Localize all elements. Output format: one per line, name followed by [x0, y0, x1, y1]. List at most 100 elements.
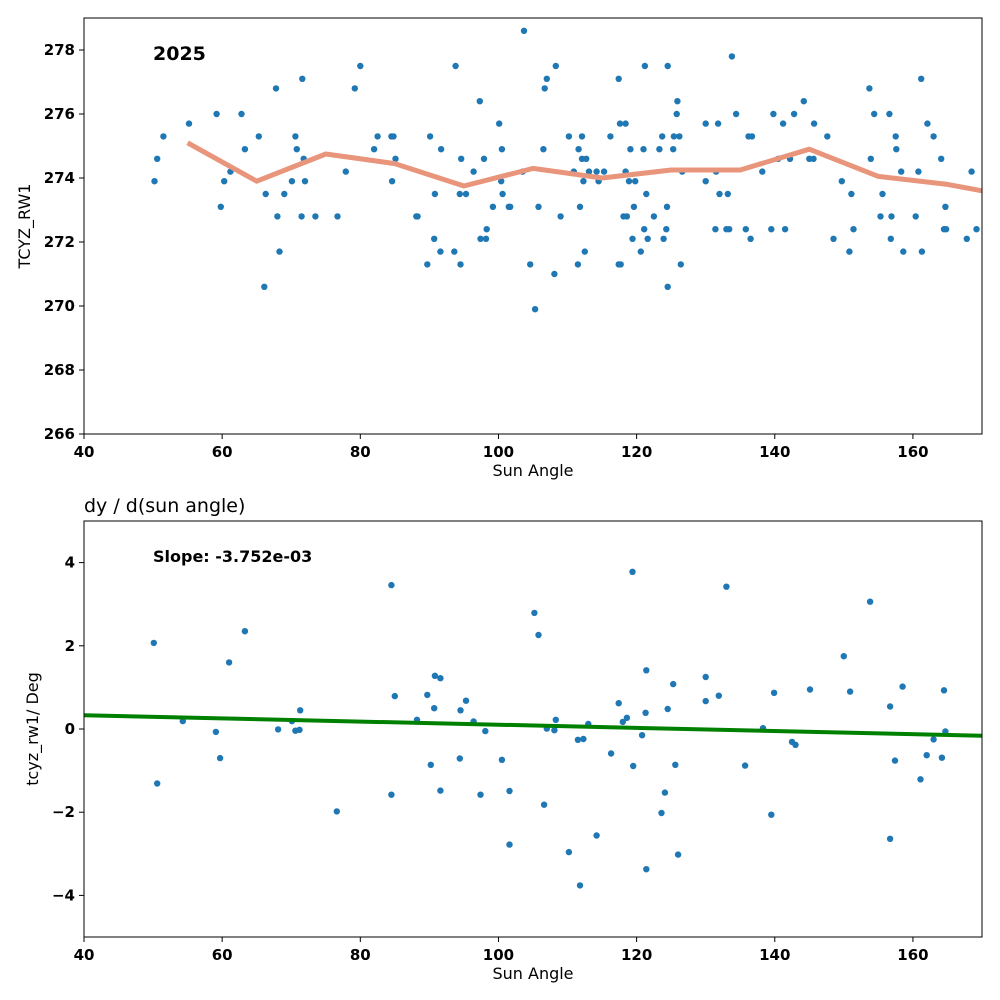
bottom-data-point — [886, 835, 894, 842]
top-data-point — [414, 213, 421, 220]
top-data-point — [918, 75, 925, 83]
bottom-data-point — [482, 727, 489, 735]
bottom-data-point — [424, 691, 431, 699]
top-x-tick-label: 100 — [483, 443, 514, 461]
bottom-y-tick-label: 0 — [65, 720, 75, 738]
bottom-data-point — [437, 675, 444, 682]
bottom-data-point — [593, 832, 600, 839]
bottom-data-point — [658, 809, 665, 817]
top-data-point — [154, 155, 161, 162]
bottom-data-point — [574, 736, 582, 743]
top-data-point — [641, 62, 649, 70]
top-data-point — [623, 213, 631, 220]
top-data-point — [630, 203, 638, 210]
top-annotation: 2025 — [153, 43, 206, 65]
top-data-point — [312, 213, 319, 220]
top-data-point — [334, 213, 341, 220]
bottom-data-point — [216, 754, 224, 762]
top-x-tick-label: 120 — [621, 443, 652, 461]
bottom-data-point — [661, 789, 669, 796]
bottom-data-point — [457, 707, 464, 714]
top-marks — [151, 27, 982, 313]
bottom-data-point — [388, 581, 395, 589]
bottom-marks — [84, 568, 982, 889]
top-data-point — [241, 146, 249, 153]
top-data-point — [810, 120, 818, 127]
bottom-data-point — [741, 762, 749, 769]
top-data-point — [824, 133, 831, 140]
top-data-point — [726, 226, 733, 233]
bottom-data-point — [643, 667, 650, 674]
bottom-data-point — [768, 811, 775, 818]
top-data-point — [541, 85, 548, 92]
bottom-plot-area — [84, 521, 982, 937]
top-data-point — [540, 146, 547, 153]
bottom-x-tick-label: 60 — [212, 946, 233, 964]
bottom-x-tick-label: 100 — [483, 946, 514, 964]
bottom-data-point — [638, 732, 646, 739]
top-data-point — [637, 248, 644, 255]
bottom-data-point — [531, 609, 538, 617]
top-data-point — [938, 155, 945, 162]
top-data-point — [673, 110, 680, 118]
bottom-data-point — [891, 757, 899, 764]
bottom-y-tick-label: 2 — [65, 637, 75, 655]
bottom-data-point — [923, 752, 930, 759]
top-data-point — [781, 226, 789, 233]
top-data-point — [480, 155, 488, 162]
top-data-point — [431, 235, 438, 242]
top-data-point — [426, 133, 434, 140]
top-data-point — [779, 120, 787, 127]
bottom-data-point — [840, 653, 847, 660]
top-data-point — [866, 85, 873, 92]
bottom-data-point — [506, 787, 513, 795]
top-data-point — [924, 120, 931, 127]
top-data-point — [850, 226, 857, 233]
top-data-point — [298, 213, 305, 220]
top-data-point — [151, 178, 158, 185]
top-data-point — [281, 190, 288, 198]
top-data-point — [483, 226, 490, 233]
bottom-data-point — [437, 787, 444, 794]
top-data-point — [477, 235, 484, 242]
top-data-point — [724, 190, 731, 198]
top-trend-line — [186, 140, 982, 194]
bottom-data-point — [629, 568, 636, 575]
top-data-point — [660, 235, 667, 242]
bottom-y-axis-label: tcyz_rw1/ Deg — [23, 672, 43, 786]
bottom-data-point — [623, 714, 631, 721]
bottom-x-tick-label: 140 — [759, 946, 790, 964]
top-data-point — [664, 62, 671, 70]
top-data-point — [877, 213, 884, 220]
top-data-point — [576, 203, 584, 210]
bottom-data-point — [431, 705, 438, 712]
top-data-point — [557, 213, 564, 220]
top-data-point — [888, 213, 895, 220]
top-data-point — [458, 155, 465, 162]
bottom-data-point — [296, 726, 303, 733]
bottom-data-point — [456, 755, 463, 762]
bottom-data-point — [498, 756, 506, 763]
bottom-data-point — [886, 703, 894, 710]
bottom-fit-line — [84, 713, 982, 738]
top-plot-frame — [83, 17, 983, 435]
top-data-point — [462, 190, 470, 198]
top-data-point — [607, 133, 614, 140]
top-data-point — [437, 248, 444, 255]
top-data-point — [759, 168, 766, 175]
top-data-point — [800, 98, 807, 105]
bottom-x-axis-label: Sun Angle — [492, 964, 573, 983]
bottom-data-point — [664, 705, 671, 713]
top-data-point — [390, 133, 397, 140]
bottom-data-point — [580, 735, 587, 743]
top-y-tick-label: 270 — [44, 297, 75, 315]
bottom-data-point — [938, 754, 946, 761]
top-data-point — [583, 155, 590, 162]
top-data-point — [664, 283, 671, 290]
top-data-point — [452, 62, 459, 70]
top-data-point — [629, 235, 636, 242]
top-data-point — [887, 235, 894, 242]
bottom-data-point — [770, 689, 778, 696]
top-data-point — [848, 190, 855, 198]
top-data-point — [677, 261, 684, 268]
